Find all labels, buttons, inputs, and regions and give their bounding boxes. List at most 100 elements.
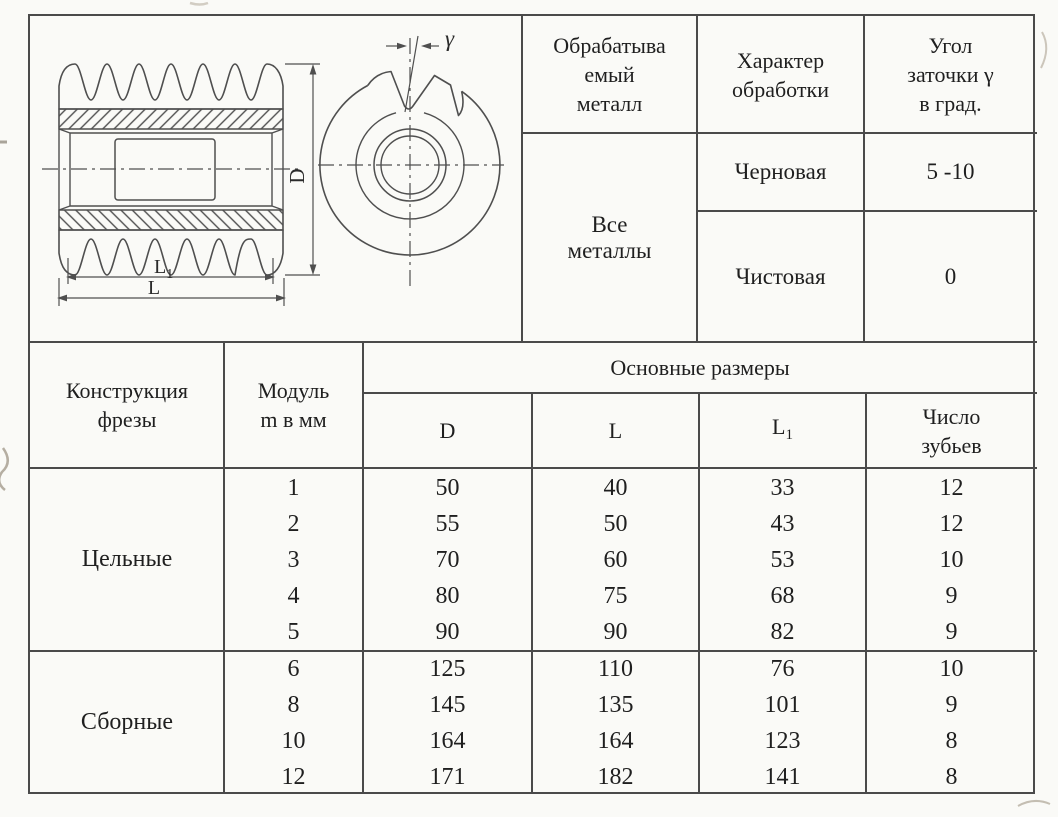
outer-circle: [319, 84, 501, 256]
d-values-solid: 50 55 70 80 90: [363, 468, 532, 651]
grid-line: [698, 392, 700, 794]
l1-values-assembled: 76 101 123 141: [699, 651, 866, 794]
cell-rough-angle: 5 -10: [926, 159, 975, 184]
d-value: 90: [435, 618, 460, 645]
cell-finish-angle: 0: [944, 263, 957, 289]
d-value: 50: [435, 474, 460, 501]
cell-rough-label: Черновая: [734, 159, 827, 184]
l1-value: 141: [764, 763, 801, 790]
teeth-value: 12: [939, 474, 964, 501]
scan-artifact: [0, 447, 9, 491]
scan-artifact: [1040, 31, 1048, 69]
module-value: 8: [287, 691, 300, 718]
grid-line: [30, 341, 1037, 343]
module-value: 6: [287, 655, 300, 682]
cell-finish-label: Чистовая: [735, 263, 826, 289]
l1-value: 43: [770, 510, 795, 537]
hatch-band-top: [58, 108, 284, 130]
gamma-label: γ: [445, 26, 455, 51]
dimension-l1: L1: [66, 256, 275, 284]
l1-value: 101: [764, 691, 801, 718]
teeth-value: 9: [945, 691, 958, 718]
l-value: 164: [597, 727, 634, 754]
module-values-solid: 1 2 3 4 5: [224, 468, 363, 651]
d-value: 125: [429, 655, 466, 682]
header-module: Модуль m в мм: [257, 378, 330, 432]
header-cutter-construction: Конструкция фрезы: [65, 378, 189, 432]
l-value: 40: [603, 474, 628, 501]
table-frame: D L1 L: [28, 14, 1037, 794]
header-machined-metal: Обрабатыва емый металл: [553, 33, 666, 116]
teeth-values-solid: 12 12 10 9 9: [866, 468, 1037, 651]
grid-line: [521, 16, 523, 342]
grid-line: [531, 392, 533, 794]
d-value: 164: [429, 727, 466, 754]
top-teeth-profile: [58, 63, 284, 110]
l1-subscript: 1: [785, 426, 793, 443]
teeth-value: 12: [939, 510, 964, 537]
teeth-value: 9: [945, 618, 958, 645]
l-values-assembled: 110 135 164 182: [532, 651, 699, 794]
grid-line: [223, 342, 225, 794]
cell-metal-value: Все металлы: [567, 211, 652, 263]
l1-value: 82: [770, 618, 795, 645]
d-value: 70: [435, 546, 460, 573]
side-view: [318, 38, 504, 286]
l-value: 182: [597, 763, 634, 790]
grid-line: [863, 16, 865, 342]
module-value: 4: [287, 582, 300, 609]
module-value: 2: [287, 510, 300, 537]
grid-line: [696, 16, 698, 342]
d-value: 171: [429, 763, 466, 790]
dim-l-label: L: [148, 277, 160, 299]
l-values-solid: 40 50 60 75 90: [532, 468, 699, 651]
l-value: 90: [603, 618, 628, 645]
l1-value: 76: [770, 655, 795, 682]
l-value: 60: [603, 546, 628, 573]
d-values-assembled: 125 145 164 171: [363, 651, 532, 794]
gamma-annotation: γ: [386, 26, 455, 113]
grid-line: [865, 392, 867, 794]
header-teeth-count: Число зубьев: [921, 403, 982, 458]
module-values-assembled: 6 8 10 12: [224, 651, 363, 794]
cutter-drawing: D L1 L: [42, 26, 504, 306]
l1-values-solid: 33 43 53 68 82: [699, 468, 866, 651]
l1-value: 33: [770, 474, 795, 501]
scan-artifact: [1017, 800, 1051, 807]
grid-line: [362, 342, 364, 794]
grid-line: [521, 132, 1037, 134]
d-value: 145: [429, 691, 466, 718]
header-col-l1: L1: [699, 393, 866, 468]
grid-line: [30, 650, 1037, 652]
cell-construction-assembled: Сборные: [80, 709, 174, 735]
hatch-band-bottom: [58, 209, 284, 231]
scan-artifact: [189, 1, 209, 6]
l1-value: 53: [770, 546, 795, 573]
grid-line: [362, 392, 1037, 394]
dim-l1-label: L1: [154, 256, 173, 282]
header-sharpening-angle: Угол заточки γ в град.: [907, 33, 994, 116]
module-value: 5: [287, 618, 300, 645]
cell-construction-solid: Цельные: [81, 546, 173, 572]
teeth-value: 10: [939, 655, 964, 682]
tooth-notch: [367, 70, 464, 117]
module-value: 10: [281, 727, 306, 754]
dim-d-label: D: [285, 168, 309, 183]
front-view: [42, 63, 302, 276]
dimension-d: D: [285, 63, 320, 276]
d-value: 80: [435, 582, 460, 609]
d-value: 55: [435, 510, 460, 537]
header-processing-type: Характер обработки: [732, 47, 829, 102]
l1-value: 68: [770, 582, 795, 609]
teeth-values-assembled: 10 9 8 8: [866, 651, 1037, 794]
l1-value: 123: [764, 727, 801, 754]
teeth-value: 10: [939, 546, 964, 573]
dimension-l: L: [57, 277, 286, 306]
bottom-teeth-profile: [58, 229, 284, 276]
header-col-l: L: [608, 418, 623, 443]
teeth-value: 8: [945, 763, 958, 790]
l-value: 50: [603, 510, 628, 537]
teeth-value: 9: [945, 582, 958, 609]
grid-line: [30, 467, 1037, 469]
